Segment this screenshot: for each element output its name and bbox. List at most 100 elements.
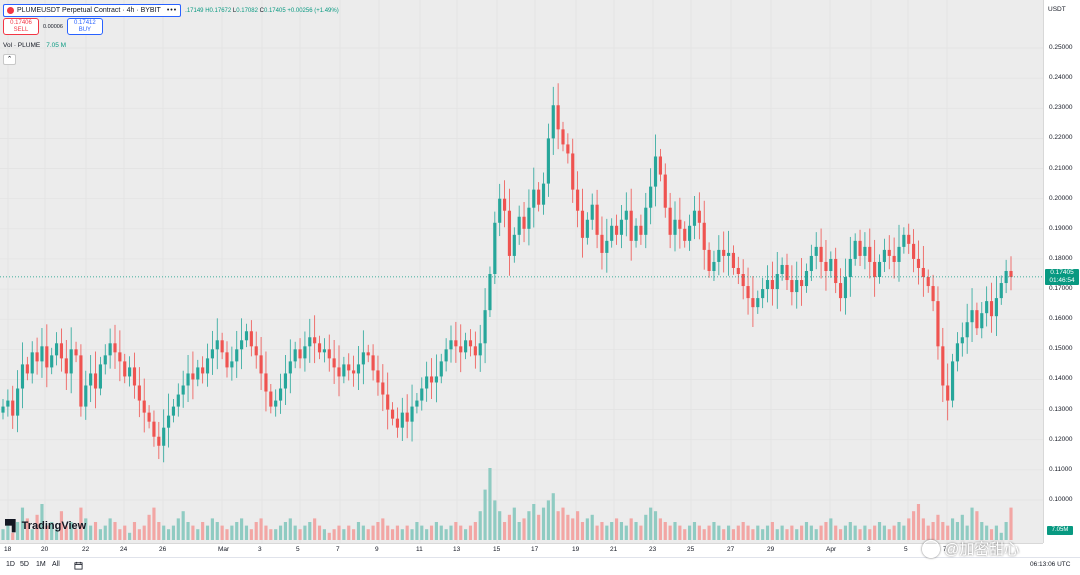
utc-clock[interactable]: 06:13:06 UTC [1030, 561, 1071, 568]
volume-bar [186, 522, 190, 540]
time-tick: 3 [258, 546, 262, 553]
time-axis[interactable]: 18 20 22 24 26 Mar 3 5 7 9 11 13 15 17 19 21 23 25 27 29 Apr… [0, 543, 1043, 557]
volume-bar [142, 525, 146, 540]
spread-value: 0.00006 [43, 23, 63, 30]
time-tick: 3 [867, 546, 871, 553]
symbol-title[interactable]: PLUMEUSDT Perpetual Contract · 4h · BYBI… [17, 7, 161, 14]
watermark-text: @加密甜心 [944, 541, 1020, 558]
candle [376, 355, 380, 396]
bottom-toolbar: 1D 5D 1M All 06:13:06 UTC [0, 557, 1080, 575]
volume-bar [205, 525, 210, 540]
candle [162, 409, 166, 463]
candle [571, 138, 575, 203]
volume-bar [576, 511, 580, 540]
candle [278, 373, 283, 414]
volume-bar [702, 529, 706, 540]
candle [804, 263, 809, 293]
buy-price: 0.17412 [74, 20, 96, 26]
close-value: 0.17405 [263, 7, 286, 14]
volume-bar [230, 525, 234, 540]
candle [868, 228, 872, 279]
volume-bar [999, 532, 1003, 540]
currency-label[interactable]: USDT [1048, 6, 1066, 13]
volume-bar [741, 522, 745, 540]
candle [873, 239, 877, 297]
candle [619, 204, 624, 249]
candle [347, 353, 351, 381]
candle [293, 341, 297, 369]
volume-bar [1, 529, 5, 540]
candle [551, 86, 555, 155]
volume-bar [614, 518, 619, 540]
chart-pane[interactable]: PLUMEUSDT Perpetual Contract · 4h · BYBI… [0, 0, 1043, 543]
candle [210, 330, 214, 375]
time-tick: Mar [218, 546, 230, 553]
candle [269, 383, 273, 414]
symbol-legend: PLUMEUSDT Perpetual Contract · 4h · BYBI… [3, 4, 339, 17]
volume-bar [829, 518, 833, 540]
candle [692, 195, 697, 240]
price-tick: 0.18000 [1049, 254, 1073, 262]
price-tick: 0.24000 [1049, 74, 1073, 82]
candle [649, 168, 653, 225]
range-all-button[interactable]: All [52, 561, 60, 568]
sell-button[interactable]: 0.17406 SELL [3, 18, 39, 35]
volume-bar [483, 489, 487, 540]
candle [1009, 256, 1013, 291]
candle [59, 328, 64, 372]
range-1m-button[interactable]: 1M [36, 561, 46, 568]
volume-bar [970, 507, 974, 540]
collapse-legend-button[interactable]: ⌃ [3, 54, 16, 65]
volume-bar [54, 529, 59, 540]
volume-bar [770, 522, 774, 540]
range-5d-button[interactable]: 5D [20, 561, 29, 568]
calendar-icon[interactable] [74, 561, 83, 570]
candle [556, 83, 560, 150]
candle [600, 216, 604, 270]
volume-bar [308, 522, 312, 540]
candle [819, 228, 823, 279]
volume-bar [132, 522, 137, 540]
volume-bar [400, 529, 404, 540]
candle [6, 389, 10, 417]
candle [541, 172, 546, 215]
volume-bar [912, 511, 916, 540]
candle [35, 337, 39, 375]
volume-bar [785, 529, 789, 540]
volume-bar [425, 529, 429, 540]
range-1d-button[interactable]: 1D [6, 561, 15, 568]
volume-legend[interactable]: Vol · PLUME 7.05 M [3, 42, 66, 49]
candle [84, 370, 88, 420]
candle [201, 356, 205, 384]
time-tick: 22 [82, 546, 90, 553]
candle [259, 336, 263, 390]
volume-bar [191, 525, 195, 540]
volume-bar [166, 529, 171, 540]
buy-button[interactable]: 0.17412 BUY [66, 18, 103, 35]
volume-bar [848, 522, 852, 540]
candle [522, 201, 526, 243]
candlestick-chart[interactable] [0, 0, 1043, 543]
volume-bar [965, 525, 969, 540]
time-tick: 5 [904, 546, 908, 553]
volume-bar [415, 522, 419, 540]
sell-label: SELL [13, 27, 29, 33]
candle [215, 318, 219, 370]
time-tick: 20 [41, 546, 49, 553]
candle [926, 269, 930, 293]
candle [118, 330, 122, 382]
grid-lines [0, 0, 1043, 543]
candle [897, 224, 901, 282]
candle [434, 354, 438, 403]
volume-bar [59, 511, 64, 540]
candle [561, 121, 565, 152]
tradingview-logo[interactable]: ▀▌ TradingView [5, 520, 86, 532]
tradingview-logo-icon: ▀▌ [5, 520, 20, 532]
volume-bar [225, 529, 229, 540]
candle [225, 341, 229, 378]
more-icon[interactable]: ••• [166, 7, 178, 14]
symbol-box[interactable]: PLUMEUSDT Perpetual Contract · 4h · BYBI… [3, 4, 182, 17]
candle [546, 123, 550, 197]
volume-bar [269, 529, 273, 540]
volume-bar [420, 525, 424, 540]
